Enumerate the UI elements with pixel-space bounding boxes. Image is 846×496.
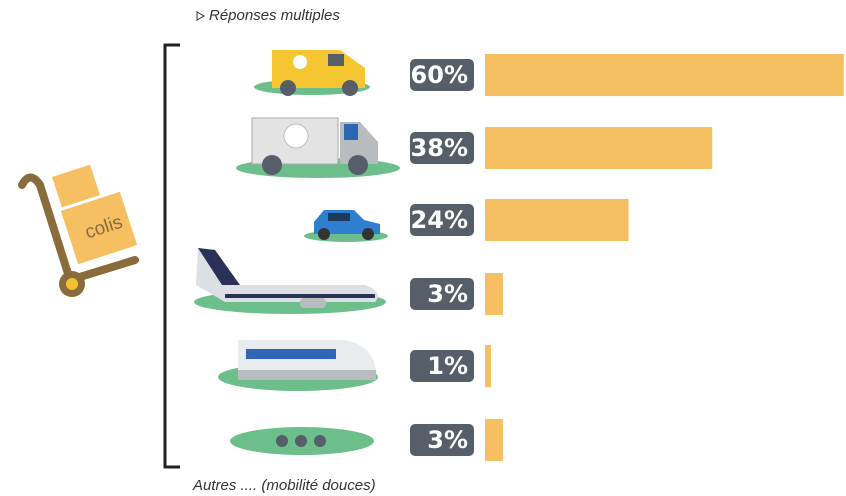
value-label: 60% xyxy=(411,61,468,89)
value-label: 1% xyxy=(427,352,468,380)
bar xyxy=(485,54,844,96)
van-icon xyxy=(254,50,370,96)
value-label: 38% xyxy=(411,134,468,162)
car-icon xyxy=(304,210,388,242)
category-label: Autres .... (mobilité douces) xyxy=(192,477,376,494)
truck-icon xyxy=(236,118,400,178)
bar xyxy=(485,127,712,169)
value-label: 24% xyxy=(411,206,468,234)
bar xyxy=(485,419,503,461)
value-label: 3% xyxy=(427,426,468,454)
value-label: 3% xyxy=(427,280,468,308)
chart: Réponses multiples Autres .... (mobilité… xyxy=(0,0,846,496)
plane-icon xyxy=(194,248,386,314)
trolley-icon: colis xyxy=(22,165,137,297)
bar xyxy=(485,273,503,315)
bar xyxy=(485,345,491,387)
subtitle-marker xyxy=(197,12,204,20)
subtitle: Réponses multiples xyxy=(209,7,340,24)
train-icon xyxy=(218,340,378,391)
bar xyxy=(485,199,629,241)
bracket xyxy=(165,45,180,467)
dots-icon xyxy=(230,427,374,455)
